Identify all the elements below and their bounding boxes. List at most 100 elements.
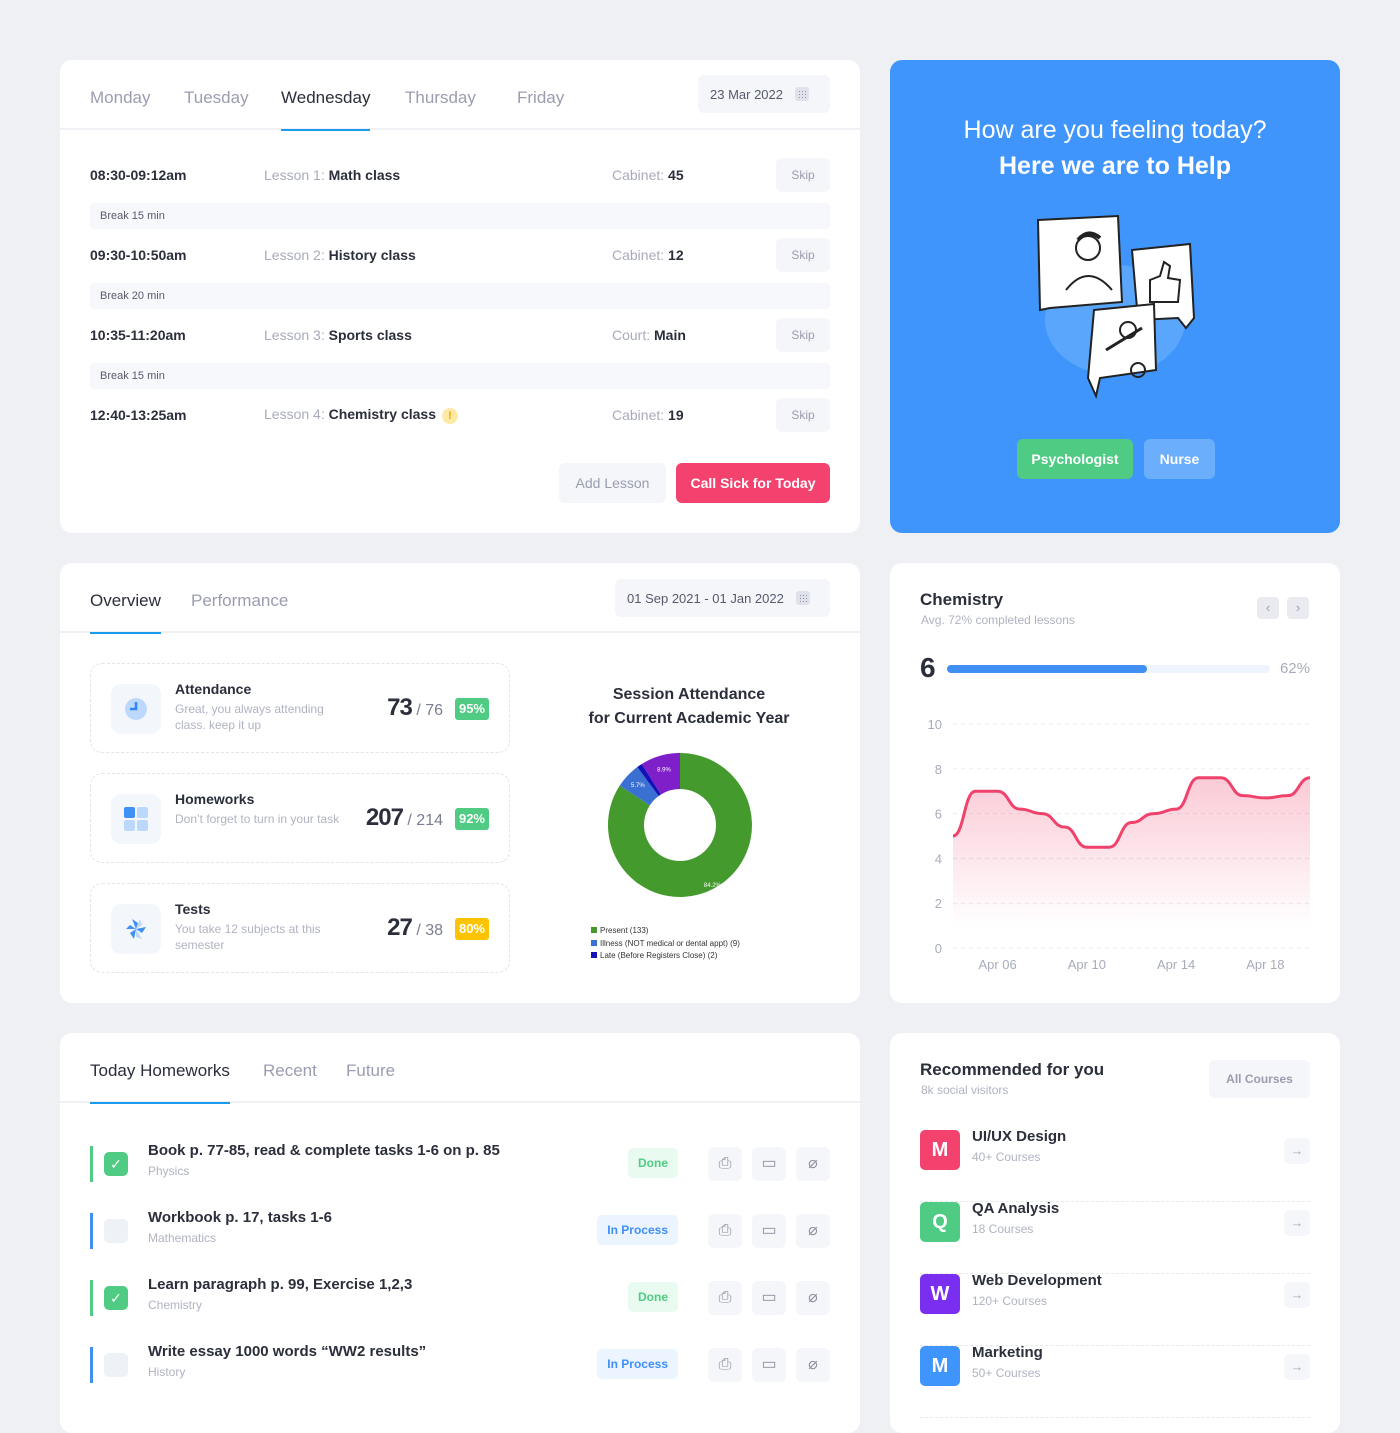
skip-button[interactable]: Skip: [776, 318, 830, 352]
tab-wednesday[interactable]: Wednesday: [281, 88, 371, 131]
attach-button[interactable]: ⌀: [796, 1214, 830, 1248]
help-card: How are you feeling today? Here we are t…: [890, 60, 1340, 533]
skip-button[interactable]: Skip: [776, 238, 830, 272]
homework-subject: Physics: [148, 1164, 190, 1178]
legend-item: Present (133): [591, 925, 740, 938]
x-tick-label: Apr 18: [1246, 957, 1284, 972]
lesson-name: Lesson 3: Sports class: [264, 327, 612, 343]
lesson-subject: History class: [328, 247, 416, 263]
check-icon: ✓: [110, 1290, 122, 1306]
course-item[interactable]: M Marketing 50+ Courses →: [920, 1344, 1310, 1418]
stat-percent-badge: 95%: [454, 698, 489, 720]
stat-total: / 76: [416, 702, 443, 719]
status-badge: In Process: [597, 1349, 678, 1379]
course-name: Marketing: [972, 1344, 1043, 1361]
y-tick-label: 0: [935, 941, 942, 956]
tab-today-homeworks[interactable]: Today Homeworks: [90, 1061, 230, 1104]
slice-label: 5.7%: [631, 783, 645, 789]
legend-swatch: [591, 927, 597, 933]
x-tick-label: Apr 10: [1068, 957, 1106, 972]
homework-row: ✓ Learn paragraph p. 99, Exercise 1,2,3 …: [90, 1276, 830, 1316]
tab-thursday[interactable]: Thursday: [405, 88, 476, 107]
status-bar: [90, 1347, 93, 1383]
y-tick-label: 4: [935, 851, 942, 866]
print-button[interactable]: ⎙: [708, 1214, 742, 1248]
open-course-button[interactable]: →: [1284, 1138, 1310, 1164]
skip-button[interactable]: Skip: [776, 158, 830, 192]
donut-title-line: for Current Academic Year: [588, 710, 790, 727]
skip-button[interactable]: Skip: [776, 398, 830, 432]
room-value: 12: [668, 247, 684, 263]
print-button[interactable]: ⎙: [708, 1147, 742, 1181]
chemistry-subtitle: Avg. 72% completed lessons: [921, 613, 1075, 627]
tab-monday[interactable]: Monday: [90, 88, 151, 107]
course-item[interactable]: M UI/UX Design 40+ Courses →: [920, 1128, 1310, 1202]
open-course-button[interactable]: →: [1284, 1210, 1310, 1236]
stat-count: 27: [387, 914, 413, 941]
next-button[interactable]: ›: [1287, 597, 1309, 619]
prev-button[interactable]: ‹: [1257, 597, 1279, 619]
homework-checkbox[interactable]: [104, 1219, 128, 1243]
open-course-button[interactable]: →: [1284, 1354, 1310, 1380]
printer-icon: ⎙: [718, 1289, 732, 1306]
room-label: Court:: [612, 327, 651, 343]
comment-button[interactable]: ▭: [752, 1147, 786, 1181]
print-button[interactable]: ⎙: [708, 1281, 742, 1315]
date-range-picker[interactable]: 01 Sep 2021 - 01 Jan 2022: [615, 579, 830, 617]
lesson-room: Cabinet: 19: [612, 407, 684, 423]
comment-button[interactable]: ▭: [752, 1348, 786, 1382]
slice-label: 8.9%: [657, 767, 671, 773]
print-button[interactable]: ⎙: [708, 1348, 742, 1382]
nurse-button[interactable]: Nurse: [1144, 439, 1215, 479]
paperclip-icon: ⌀: [808, 1356, 818, 1373]
legend-swatch: [591, 939, 597, 946]
attach-button[interactable]: ⌀: [796, 1348, 830, 1382]
attach-button[interactable]: ⌀: [796, 1281, 830, 1315]
lesson-row: 08:30-09:12am Lesson 1: Math class Cabin…: [90, 158, 830, 192]
homework-checkbox[interactable]: ✓: [104, 1152, 128, 1176]
x-tick-label: Apr 14: [1157, 957, 1195, 972]
chemistry-title: Chemistry: [920, 590, 1004, 609]
lesson-number: Lesson 2:: [264, 247, 325, 263]
legend-swatch: [591, 952, 597, 958]
course-name: Web Development: [972, 1272, 1102, 1289]
homework-subject: Mathematics: [148, 1231, 217, 1245]
attendance-donut-chart: 84.2% 5.7% 8.9%: [608, 753, 752, 897]
donut-slice: [619, 767, 659, 806]
psychologist-button[interactable]: Psychologist: [1017, 439, 1133, 479]
schedule-card: Monday Tuesday Wednesday Thursday Friday…: [60, 60, 860, 533]
recommended-subtitle: 8k social visitors: [921, 1083, 1009, 1097]
homework-checkbox[interactable]: ✓: [104, 1286, 128, 1310]
lesson-name: Lesson 4: Chemistry class!: [264, 406, 612, 424]
date-picker[interactable]: 23 Mar 2022: [698, 75, 830, 113]
all-courses-button[interactable]: All Courses: [1209, 1060, 1310, 1098]
tab-future[interactable]: Future: [346, 1061, 396, 1080]
tab-recent[interactable]: Recent: [263, 1061, 317, 1080]
course-item[interactable]: Q QA Analysis 18 Courses →: [920, 1200, 1310, 1274]
tab-tuesday[interactable]: Tuesday: [184, 88, 249, 107]
comment-button[interactable]: ▭: [752, 1214, 786, 1248]
y-tick-label: 8: [935, 762, 942, 777]
open-course-button[interactable]: →: [1284, 1282, 1310, 1308]
x-tick-label: Apr 06: [978, 957, 1016, 972]
tab-friday[interactable]: Friday: [517, 88, 565, 107]
attach-button[interactable]: ⌀: [796, 1147, 830, 1181]
comment-button[interactable]: ▭: [752, 1281, 786, 1315]
pinwheel-icon: [111, 904, 161, 954]
call-sick-button[interactable]: Call Sick for Today: [676, 463, 830, 503]
course-item[interactable]: W Web Development 120+ Courses →: [920, 1272, 1310, 1346]
homework-checkbox[interactable]: [104, 1353, 128, 1377]
homework-row: ✓ Book p. 77-85, read & complete tasks 1…: [90, 1142, 830, 1182]
add-lesson-button[interactable]: Add Lesson: [559, 463, 666, 503]
arrow-right-icon: →: [1290, 1143, 1304, 1158]
stat-title: Attendance: [175, 681, 252, 697]
lesson-number: Lesson 1:: [264, 167, 325, 183]
tab-overview[interactable]: Overview: [90, 591, 161, 634]
tab-performance[interactable]: Performance: [191, 591, 289, 610]
status-bar: [90, 1146, 93, 1182]
chemistry-card: Chemistry Avg. 72% completed lessons ‹ ›…: [890, 563, 1340, 1003]
lesson-count: 6: [920, 652, 936, 683]
calendar-icon: [795, 591, 810, 605]
stat-description: Don’t forget to turn in your task: [175, 812, 340, 826]
homework-tabs: Today Homeworks Recent Future: [60, 1033, 860, 1104]
